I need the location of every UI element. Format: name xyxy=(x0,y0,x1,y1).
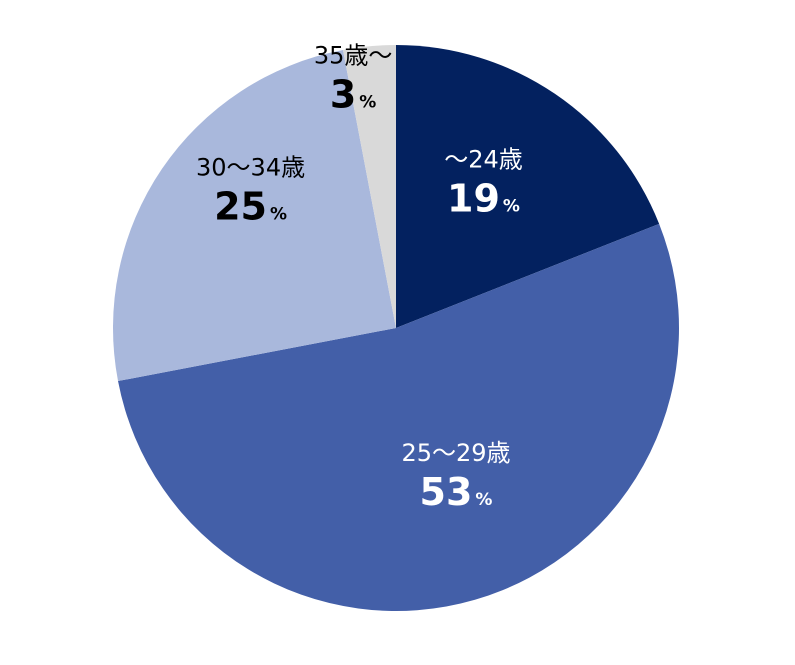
pie-labels: ～24歳 19 % 25～29歳 53 % 30～34歳 25 % 35歳～ 3% xyxy=(196,42,523,514)
slice-value-3: 25% xyxy=(214,185,287,229)
slice-value-4: 3% xyxy=(330,73,377,117)
pie-slices xyxy=(112,45,680,611)
slice-value-1: 19% xyxy=(447,176,520,220)
pie-slice-4 xyxy=(342,45,396,328)
pie-slice-1 xyxy=(396,45,660,328)
slice-label-3: 30～34歳 xyxy=(196,154,305,182)
pie-slice-3 xyxy=(112,50,396,382)
slice-value-2: 53% xyxy=(420,470,493,514)
slice-label-2: 25～29歳 xyxy=(401,439,510,467)
slice-label-1: ～24歳 xyxy=(444,145,523,173)
slice-label-4: 35歳～ xyxy=(314,42,393,70)
pie-slice-2 xyxy=(118,223,680,611)
